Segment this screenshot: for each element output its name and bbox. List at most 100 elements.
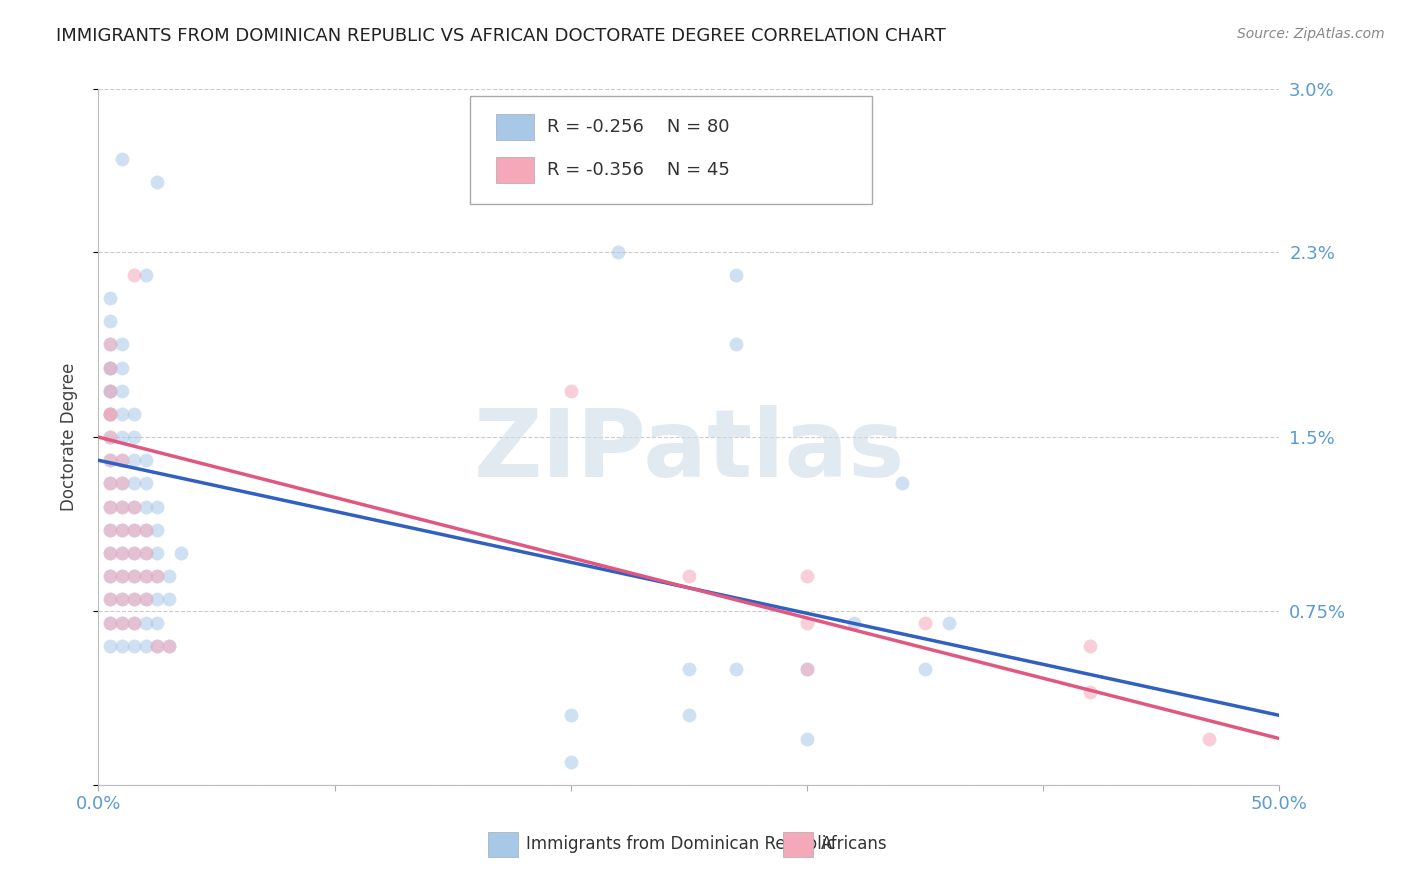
Point — [111, 639, 134, 653]
Y-axis label: Doctorate Degree: Doctorate Degree — [59, 363, 77, 511]
Point — [122, 569, 145, 583]
Point — [122, 476, 145, 491]
Point — [157, 592, 180, 607]
Point — [111, 384, 134, 398]
Point — [122, 523, 145, 537]
Point — [146, 639, 169, 653]
Point — [135, 592, 157, 607]
Text: ZIPatlas: ZIPatlas — [474, 405, 904, 497]
Point — [111, 453, 134, 467]
Point — [135, 639, 157, 653]
Point — [146, 175, 169, 189]
Point — [111, 500, 134, 514]
Point — [938, 615, 960, 630]
FancyBboxPatch shape — [471, 96, 872, 204]
Point — [98, 407, 121, 421]
Point — [98, 291, 121, 305]
Point — [135, 500, 157, 514]
Point — [135, 615, 157, 630]
FancyBboxPatch shape — [496, 157, 534, 183]
Point — [560, 755, 582, 769]
Point — [111, 152, 134, 166]
Point — [98, 407, 121, 421]
Point — [146, 569, 169, 583]
Point — [111, 360, 134, 375]
Point — [122, 407, 145, 421]
Point — [146, 500, 169, 514]
Point — [122, 546, 145, 560]
Point — [98, 430, 121, 444]
Point — [796, 569, 818, 583]
Point — [111, 453, 134, 467]
Point — [111, 407, 134, 421]
Point — [98, 337, 121, 351]
Point — [135, 546, 157, 560]
Point — [111, 476, 134, 491]
FancyBboxPatch shape — [783, 831, 813, 856]
Point — [796, 662, 818, 676]
Point — [146, 546, 169, 560]
Point — [98, 384, 121, 398]
Point — [560, 708, 582, 723]
Point — [111, 569, 134, 583]
Point — [98, 569, 121, 583]
Point — [98, 476, 121, 491]
Point — [111, 615, 134, 630]
Point — [111, 500, 134, 514]
Point — [111, 523, 134, 537]
Point — [122, 430, 145, 444]
Point — [135, 523, 157, 537]
Point — [135, 569, 157, 583]
Point — [914, 662, 936, 676]
Point — [98, 592, 121, 607]
Point — [135, 592, 157, 607]
Point — [135, 569, 157, 583]
Point — [157, 569, 180, 583]
Point — [796, 731, 818, 746]
Point — [98, 592, 121, 607]
Point — [98, 546, 121, 560]
Point — [98, 615, 121, 630]
FancyBboxPatch shape — [496, 113, 534, 140]
Point — [122, 569, 145, 583]
Point — [111, 546, 134, 560]
Point — [122, 615, 145, 630]
Text: IMMIGRANTS FROM DOMINICAN REPUBLIC VS AFRICAN DOCTORATE DEGREE CORRELATION CHART: IMMIGRANTS FROM DOMINICAN REPUBLIC VS AF… — [56, 27, 946, 45]
Point — [146, 569, 169, 583]
Point — [98, 476, 121, 491]
Point — [135, 546, 157, 560]
Point — [111, 523, 134, 537]
Point — [890, 476, 912, 491]
Point — [98, 615, 121, 630]
Point — [170, 546, 193, 560]
Point — [607, 244, 630, 259]
Point — [98, 453, 121, 467]
Text: Immigrants from Dominican Republic: Immigrants from Dominican Republic — [526, 835, 835, 853]
Point — [98, 639, 121, 653]
Point — [135, 476, 157, 491]
Point — [98, 453, 121, 467]
Point — [146, 639, 169, 653]
Point — [678, 569, 700, 583]
Point — [122, 592, 145, 607]
Point — [98, 430, 121, 444]
Point — [135, 523, 157, 537]
FancyBboxPatch shape — [488, 831, 517, 856]
Point — [678, 662, 700, 676]
Text: R = -0.256    N = 80: R = -0.256 N = 80 — [547, 118, 730, 136]
Point — [135, 453, 157, 467]
Point — [98, 360, 121, 375]
Point — [111, 430, 134, 444]
Point — [98, 407, 121, 421]
Point — [796, 662, 818, 676]
Point — [98, 523, 121, 537]
Point — [98, 360, 121, 375]
Point — [135, 268, 157, 282]
Point — [914, 615, 936, 630]
Point — [111, 615, 134, 630]
Point — [122, 639, 145, 653]
Point — [122, 453, 145, 467]
Point — [122, 500, 145, 514]
Point — [725, 662, 748, 676]
Point — [111, 546, 134, 560]
